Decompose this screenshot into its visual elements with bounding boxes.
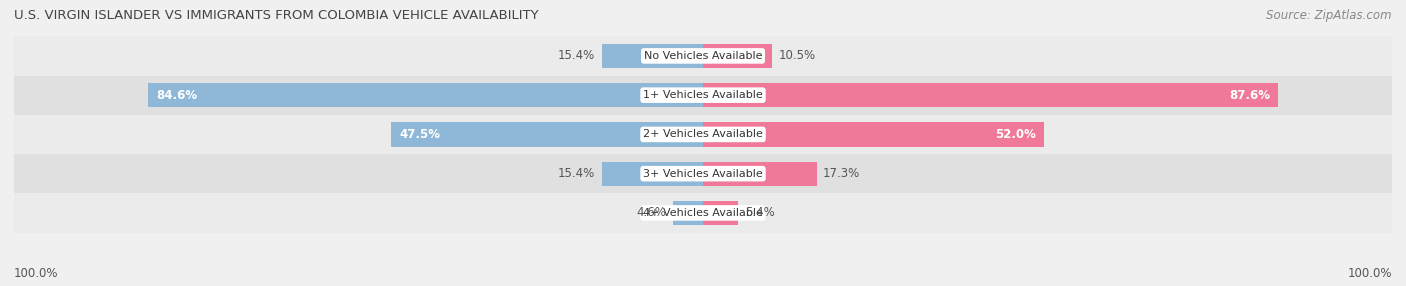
Text: 87.6%: 87.6%: [1229, 89, 1270, 102]
Bar: [391, 122, 703, 147]
Text: 3+ Vehicles Available: 3+ Vehicles Available: [643, 169, 763, 179]
Bar: [0, 36, 1406, 76]
Text: 84.6%: 84.6%: [156, 89, 197, 102]
Bar: [602, 162, 703, 186]
Bar: [673, 201, 703, 225]
Bar: [703, 162, 817, 186]
Text: 100.0%: 100.0%: [1347, 267, 1392, 280]
Bar: [0, 154, 1406, 193]
Text: 5.4%: 5.4%: [745, 206, 775, 219]
Text: 4+ Vehicles Available: 4+ Vehicles Available: [643, 208, 763, 218]
Text: 1+ Vehicles Available: 1+ Vehicles Available: [643, 90, 763, 100]
Bar: [703, 83, 1278, 107]
Text: 52.0%: 52.0%: [995, 128, 1036, 141]
Text: 47.5%: 47.5%: [399, 128, 440, 141]
Text: 100.0%: 100.0%: [14, 267, 59, 280]
Text: 2+ Vehicles Available: 2+ Vehicles Available: [643, 130, 763, 139]
Text: Source: ZipAtlas.com: Source: ZipAtlas.com: [1267, 9, 1392, 21]
Bar: [602, 44, 703, 68]
Bar: [703, 201, 738, 225]
Text: 15.4%: 15.4%: [558, 49, 595, 62]
Bar: [0, 193, 1406, 233]
Text: No Vehicles Available: No Vehicles Available: [644, 51, 762, 61]
Text: 10.5%: 10.5%: [779, 49, 815, 62]
Text: 17.3%: 17.3%: [823, 167, 860, 180]
Text: 4.6%: 4.6%: [637, 206, 666, 219]
Text: U.S. VIRGIN ISLANDER VS IMMIGRANTS FROM COLOMBIA VEHICLE AVAILABILITY: U.S. VIRGIN ISLANDER VS IMMIGRANTS FROM …: [14, 9, 538, 21]
Bar: [0, 76, 1406, 115]
Bar: [0, 115, 1406, 154]
Bar: [703, 122, 1045, 147]
Text: 15.4%: 15.4%: [558, 167, 595, 180]
Bar: [148, 83, 703, 107]
Legend: U.S. Virgin Islander, Immigrants from Colombia: U.S. Virgin Islander, Immigrants from Co…: [530, 282, 876, 286]
Bar: [703, 44, 772, 68]
